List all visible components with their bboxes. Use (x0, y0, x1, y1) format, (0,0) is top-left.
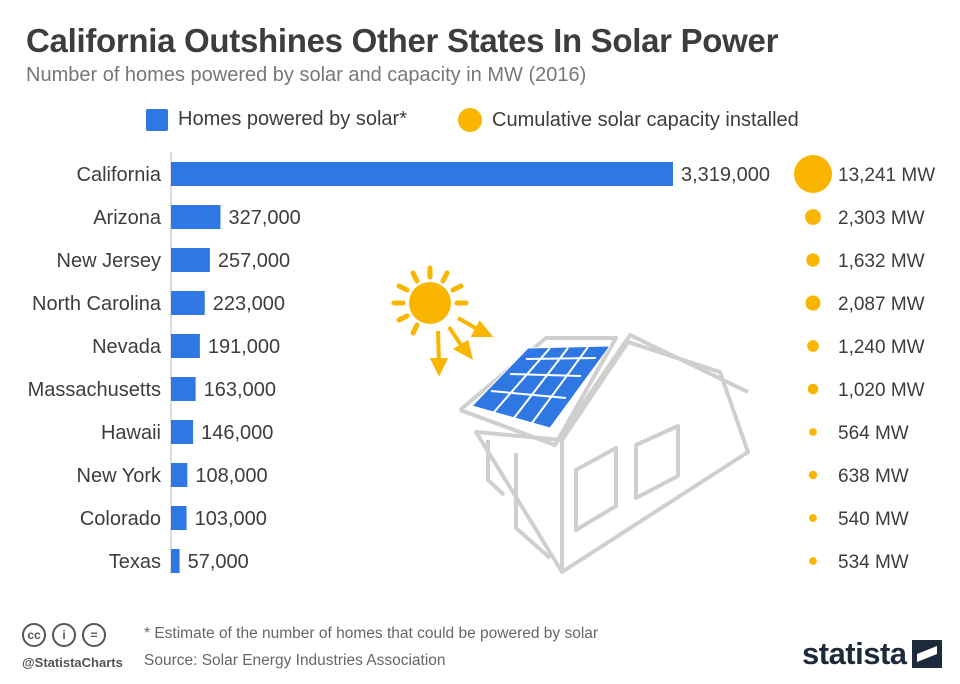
no-derivatives-icon: = (82, 623, 106, 647)
bar-homes (171, 420, 194, 444)
capacity-bubble (809, 428, 817, 436)
bar-homes (171, 334, 200, 358)
bar-value-label: 223,000 (213, 293, 285, 315)
bar-homes (171, 162, 673, 186)
source-note: Source: Solar Energy Industries Associat… (144, 652, 446, 669)
attribution-icon: i (52, 623, 76, 647)
capacity-label: 534 MW (838, 552, 909, 573)
brand-wordmark: statista (802, 636, 907, 671)
capacity-bubble (805, 209, 821, 225)
capacity-bubble (807, 383, 819, 395)
capacity-label: 1,020 MW (838, 380, 925, 401)
capacity-label: 564 MW (838, 423, 909, 444)
footnote: * Estimate of the number of homes that c… (144, 625, 599, 642)
bar-value-label: 3,319,000 (681, 164, 770, 186)
bar-homes (171, 377, 196, 401)
bar-value-label: 191,000 (208, 336, 280, 358)
bar-value-label: 103,000 (195, 508, 267, 530)
capacity-bubble (806, 253, 820, 267)
capacity-bubble (807, 340, 819, 352)
capacity-label: 1,632 MW (838, 251, 925, 272)
category-label: California (77, 164, 162, 186)
legend-label-homes: Homes powered by solar* (178, 108, 407, 130)
legend-swatch-homes (146, 108, 168, 131)
capacity-bubble (805, 295, 821, 311)
brand-mark-icon (911, 640, 942, 668)
bar-value-label: 108,000 (195, 465, 267, 487)
capacity-label: 540 MW (838, 509, 909, 530)
legend-dot-capacity (458, 108, 482, 132)
category-label: Colorado (80, 508, 161, 530)
chart-title: California Outshines Other States In Sol… (26, 22, 779, 59)
category-label: Hawaii (101, 422, 161, 444)
category-label: Massachusetts (28, 379, 161, 401)
capacity-label: 13,241 MW (838, 165, 935, 186)
category-label: North Carolina (32, 293, 162, 315)
bar-homes (171, 463, 188, 487)
capacity-label: 2,087 MW (838, 294, 925, 315)
category-label: Arizona (93, 207, 162, 229)
legend-item-homes: Homes powered by solar* (146, 108, 407, 131)
capacity-label: 1,240 MW (838, 337, 925, 358)
license-icons: cc i = (22, 623, 106, 647)
chart-subtitle: Number of homes powered by solar and cap… (26, 64, 587, 86)
category-label: New Jersey (57, 250, 161, 272)
cc-icon: cc (22, 623, 46, 647)
bar-value-label: 257,000 (218, 250, 290, 272)
legend-item-capacity: Cumulative solar capacity installed (458, 108, 799, 132)
capacity-bubble (809, 557, 817, 565)
bar-value-label: 327,000 (228, 207, 300, 229)
capacity-bubble (794, 155, 832, 193)
legend-label-capacity: Cumulative solar capacity installed (492, 108, 799, 131)
bar-homes (171, 248, 210, 272)
bar-value-label: 163,000 (204, 379, 276, 401)
solar-panel-icon (471, 345, 612, 429)
capacity-label: 2,303 MW (838, 208, 925, 229)
capacity-label: 638 MW (838, 466, 909, 487)
bar-homes (171, 205, 221, 229)
category-label: Texas (109, 551, 161, 573)
bar-value-label: 146,000 (201, 422, 273, 444)
category-label: Nevada (92, 336, 162, 358)
bar-homes (171, 549, 180, 573)
bar-value-label: 57,000 (188, 551, 249, 573)
category-label: New York (77, 465, 162, 487)
house-icon (458, 333, 750, 574)
capacity-bubble (809, 514, 817, 522)
sun-icon (391, 265, 494, 377)
legend: Homes powered by solar* Cumulative solar… (0, 108, 960, 138)
bar-homes (171, 291, 205, 315)
social-handle[interactable]: @StatistaCharts (22, 655, 123, 670)
bar-homes (171, 506, 187, 530)
statista-logo[interactable]: statista (802, 636, 942, 672)
capacity-bubble (808, 470, 818, 480)
